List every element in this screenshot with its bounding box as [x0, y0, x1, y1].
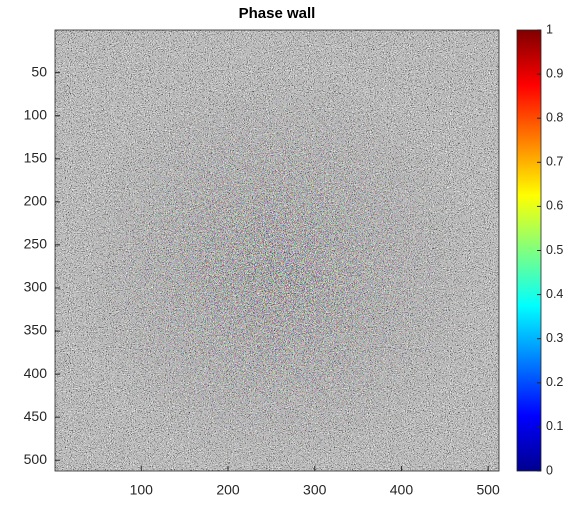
colorbar: 0 0.1 0.2 0.3 0.4 0.5 0.6 0.7 0.8 0.9 1	[516, 22, 563, 477]
image-noise-color	[55, 30, 499, 471]
y-tick-label: 250	[24, 236, 48, 252]
colorbar-tick-label: 1	[546, 22, 553, 36]
y-tick-label: 350	[24, 322, 48, 338]
colorbar-tick-label: 0.4	[546, 287, 563, 301]
x-tick-label: 500	[476, 482, 500, 498]
y-tick-label: 50	[31, 63, 47, 79]
image	[55, 30, 499, 471]
colorbar-tick-label: 0.7	[546, 155, 563, 169]
y-tick-label: 200	[24, 193, 48, 209]
y-tick-label: 300	[24, 279, 48, 295]
x-tick-label: 400	[390, 482, 414, 498]
y-tick-label: 500	[24, 451, 48, 467]
axes-box	[54, 29, 500, 472]
x-tick-label: 300	[303, 482, 327, 498]
colorbar-tick-label: 0	[546, 463, 553, 477]
x-tick-label: 200	[216, 482, 240, 498]
colorbar-tick-label: 0.1	[546, 419, 563, 433]
colorbar-tick-label: 0.2	[546, 375, 563, 389]
y-tick-label: 450	[24, 408, 48, 424]
x-tick-label: 100	[130, 482, 154, 498]
colorbar-tick-label: 0.9	[546, 66, 563, 80]
y-tick-label: 400	[24, 365, 48, 381]
chart-title: Phase wall	[239, 5, 316, 22]
colorbar-tick-label: 0.8	[546, 110, 563, 124]
colorbar-tick-label: 0.6	[546, 199, 563, 213]
colorbar-tick-label: 0.3	[546, 331, 563, 345]
y-tick-label: 100	[24, 106, 48, 122]
y-tick-label: 150	[24, 149, 48, 165]
colorbar-tick-label: 0.5	[546, 243, 563, 257]
